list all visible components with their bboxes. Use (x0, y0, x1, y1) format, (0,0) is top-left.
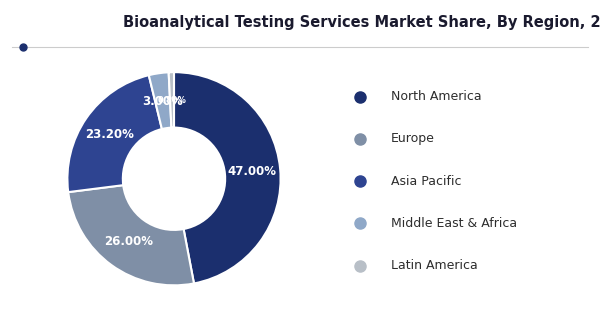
Wedge shape (169, 72, 174, 128)
Text: 26.00%: 26.00% (104, 235, 153, 248)
Text: 23.20%: 23.20% (85, 128, 134, 141)
Text: RESEARCH: RESEARCH (17, 46, 61, 52)
Text: 0.80%: 0.80% (158, 97, 187, 105)
Text: Latin America: Latin America (391, 259, 478, 272)
Text: Bioanalytical Testing Services Market Share, By Region, 2022 (%): Bioanalytical Testing Services Market Sh… (123, 15, 600, 30)
Wedge shape (67, 75, 162, 192)
Text: 3.00%: 3.00% (142, 95, 183, 108)
Text: Middle East & Africa: Middle East & Africa (391, 217, 517, 230)
Text: PRECEDENCE: PRECEDENCE (13, 25, 65, 31)
Text: North America: North America (391, 90, 482, 103)
Text: 47.00%: 47.00% (227, 165, 276, 178)
Wedge shape (68, 185, 194, 285)
Wedge shape (149, 72, 172, 129)
Wedge shape (174, 72, 281, 283)
Text: Europe: Europe (391, 133, 435, 146)
Text: Asia Pacific: Asia Pacific (391, 175, 462, 188)
